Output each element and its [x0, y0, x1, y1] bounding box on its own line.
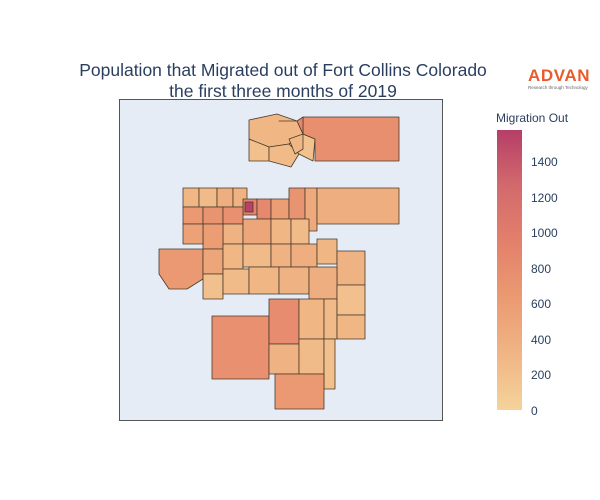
region-shape[interactable] — [290, 243, 318, 268]
region-shape[interactable] — [316, 238, 338, 265]
colorbar-tick-label: 400 — [531, 332, 552, 347]
region-shape[interactable] — [182, 223, 204, 245]
region-shape[interactable] — [182, 187, 200, 208]
chart-title-line2: the first three months of 2019 — [169, 81, 397, 101]
region-shape[interactable] — [158, 248, 204, 290]
colorbar — [497, 130, 522, 410]
region-shape[interactable] — [298, 338, 325, 375]
region-group — [158, 113, 400, 410]
region-shape[interactable] — [302, 116, 400, 162]
region-shape[interactable] — [278, 266, 310, 295]
colorbar-tick-label: 1200 — [531, 190, 558, 205]
region-shape[interactable] — [182, 206, 204, 225]
region-shape[interactable] — [222, 206, 244, 225]
region-shape[interactable] — [222, 223, 244, 245]
region-shape[interactable] — [323, 338, 336, 390]
map-plot — [119, 99, 443, 421]
region-shape[interactable] — [202, 206, 224, 225]
region-shape[interactable] — [290, 218, 310, 245]
region-shape[interactable] — [268, 143, 300, 168]
colorbar-tick-label: 600 — [531, 297, 552, 312]
region-shape[interactable] — [211, 315, 270, 380]
colorbar-tick-label: 1000 — [531, 226, 558, 241]
region-shape[interactable] — [336, 314, 366, 340]
region-shape[interactable] — [288, 187, 306, 220]
logo-word: ADVAN — [528, 66, 591, 85]
region-shape[interactable] — [270, 198, 290, 220]
region-shape[interactable] — [268, 298, 300, 345]
colorbar-title: Migration Out — [496, 111, 569, 125]
region-shape[interactable] — [323, 298, 338, 340]
region-shape[interactable] — [256, 198, 272, 220]
region-shape[interactable] — [222, 268, 250, 295]
region-shape[interactable] — [216, 187, 234, 208]
logo-tagline: Research through Technology — [528, 85, 588, 90]
region-shape[interactable] — [278, 116, 304, 135]
region-shape[interactable] — [268, 343, 300, 375]
region-shape[interactable] — [198, 187, 218, 208]
chart-title-line1: Population that Migrated out of Fort Col… — [79, 60, 487, 80]
region-shape[interactable] — [244, 201, 254, 213]
colorbar-tick-label: 200 — [531, 368, 552, 383]
region-shape[interactable] — [202, 248, 224, 275]
region-shape[interactable] — [336, 250, 366, 286]
advan-logo: ADVAN Research through Technology — [528, 66, 590, 90]
region-shape[interactable] — [202, 223, 224, 250]
colorbar-tick-label: 0 — [531, 404, 538, 418]
region-shape[interactable] — [202, 273, 224, 300]
region-shape[interactable] — [222, 243, 244, 270]
colorbar-tick-label: 1400 — [531, 155, 558, 169]
region-shape[interactable] — [316, 187, 400, 225]
region-shape[interactable] — [298, 298, 325, 340]
region-shape[interactable] — [270, 218, 292, 245]
region-shape[interactable] — [274, 373, 325, 410]
region-shape[interactable] — [336, 284, 366, 316]
region-shape[interactable] — [242, 243, 272, 268]
region-shape[interactable] — [288, 133, 304, 155]
region-shape[interactable] — [248, 266, 280, 295]
region-shape[interactable] — [308, 266, 338, 300]
colorbar-tick-label: 800 — [531, 261, 552, 276]
region-shape[interactable] — [242, 218, 272, 245]
region-shape[interactable] — [270, 243, 292, 268]
chart-title: Population that Migrated out of Fort Col… — [0, 60, 566, 102]
